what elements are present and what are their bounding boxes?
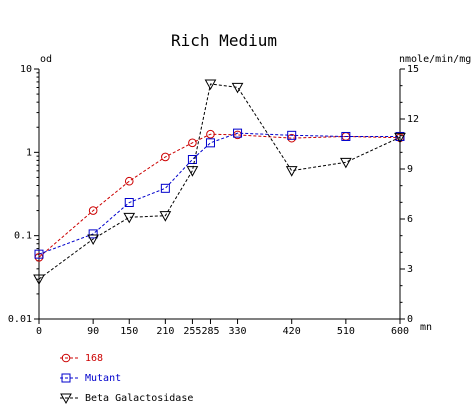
series-line (38, 133, 401, 258)
data-point (205, 138, 215, 148)
series-line (38, 83, 401, 280)
data-point (204, 79, 217, 91)
chart-title: Rich Medium (171, 31, 277, 50)
y-right-tick-label: 0 (407, 314, 413, 325)
x-tick-label: 600 (391, 326, 409, 337)
y-right-tick-label: 12 (407, 114, 419, 125)
data-point (188, 138, 197, 148)
legend-label: Mutant (85, 373, 121, 384)
data-point (285, 166, 298, 177)
data-point (124, 198, 134, 208)
y-left-tick-label: 0.1 (14, 231, 32, 242)
data-point (34, 249, 44, 259)
data-point (186, 166, 199, 177)
y-right-unit-label: nmole/min/mg (399, 54, 471, 65)
data-point (187, 155, 197, 165)
data-point (341, 131, 351, 141)
x-tick-label: 510 (337, 326, 355, 337)
x-tick-label: 210 (156, 326, 174, 337)
x-tick-label: 255 (183, 326, 201, 337)
x-tick-label: 285 (201, 326, 219, 337)
data-point (287, 130, 297, 140)
data-point (394, 132, 406, 144)
series-2 (33, 79, 406, 286)
x-tick-label: 90 (87, 326, 99, 337)
data-point (159, 211, 172, 222)
legend: 168 Mutant Beta Galactosidase (60, 353, 193, 405)
series-layer (33, 79, 406, 286)
y-left-tick-label: 0.01 (8, 314, 32, 325)
y-right-tick-label: 3 (407, 264, 413, 275)
data-point (233, 128, 243, 138)
data-point (340, 157, 352, 169)
data-point (231, 82, 244, 94)
data-point (395, 131, 405, 141)
y-left-tick-label: 1 (26, 147, 32, 158)
x-tick-label: 420 (283, 326, 301, 337)
data-point (161, 152, 170, 162)
legend-marker (61, 373, 71, 383)
x-tick-label: 0 (36, 326, 42, 337)
data-point (160, 183, 170, 193)
data-point (88, 206, 98, 215)
data-point (123, 212, 136, 224)
data-point (124, 176, 134, 186)
y-right-tick-label: 15 (407, 64, 419, 75)
legend-marker (60, 393, 72, 405)
series-line (38, 132, 400, 255)
series-0 (34, 129, 405, 262)
data-point (88, 229, 98, 239)
y-left-unit-label: od (40, 54, 52, 65)
y-right-tick-label: 9 (407, 164, 413, 175)
data-point (206, 129, 215, 139)
legend-marker (61, 353, 71, 363)
x-unit-label: mn (420, 322, 432, 333)
legend-item: 168 (60, 353, 103, 364)
y-left-tick-label: 10 (20, 64, 32, 75)
y-right-tick-label: 6 (407, 214, 413, 225)
series-1 (34, 128, 405, 259)
legend-label: Beta Galactosidase (85, 393, 193, 404)
legend-item: Mutant (60, 373, 121, 384)
x-tick-label: 330 (229, 326, 247, 337)
legend-label: 168 (85, 353, 103, 364)
data-point (33, 274, 45, 286)
legend-item: Beta Galactosidase (60, 393, 193, 405)
x-tick-label: 150 (120, 326, 138, 337)
data-point (87, 234, 99, 246)
